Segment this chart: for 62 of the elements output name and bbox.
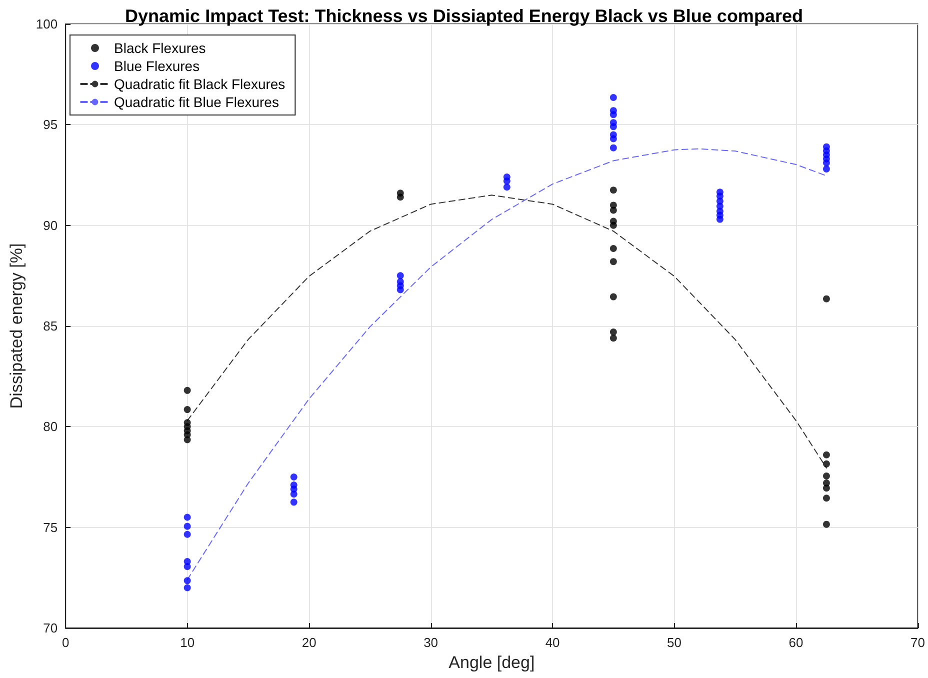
point xyxy=(184,584,191,592)
point xyxy=(503,178,510,185)
point xyxy=(610,123,617,130)
y-tick-label: 90 xyxy=(43,218,58,233)
y-tick-label: 75 xyxy=(43,520,58,535)
x-tick-label: 10 xyxy=(180,635,195,650)
point xyxy=(822,165,830,172)
y-tick-label: 95 xyxy=(43,117,58,132)
point xyxy=(716,216,724,223)
point xyxy=(184,406,191,414)
point xyxy=(184,530,191,538)
x-tick-label: 20 xyxy=(302,635,316,650)
point xyxy=(184,514,191,521)
point xyxy=(610,222,617,229)
point xyxy=(822,159,830,166)
x-tick-label: 30 xyxy=(424,635,438,650)
y-tick-label: 80 xyxy=(43,419,58,434)
legend-label: Blue Flexures xyxy=(114,58,200,74)
legend-label: Quadratic fit Black Flexures xyxy=(114,76,286,92)
y-tick-label: 100 xyxy=(36,16,58,32)
y-tick-label: 85 xyxy=(43,318,58,334)
point xyxy=(396,286,404,294)
point xyxy=(610,293,617,300)
x-tick-label: 70 xyxy=(910,635,926,650)
point xyxy=(610,244,617,252)
y-tick-label: 70 xyxy=(43,620,58,636)
point xyxy=(610,135,617,142)
point xyxy=(610,258,617,266)
point xyxy=(610,334,617,342)
legend-label: Quadratic fit Blue Flexures xyxy=(114,94,279,110)
chart-title: Dynamic Impact Test: Thickness vs Dissiapted Energy Black vs Blue compared xyxy=(125,6,803,26)
x-tick-label: 60 xyxy=(788,635,804,650)
point xyxy=(184,436,191,444)
point xyxy=(396,194,404,201)
point xyxy=(822,472,830,480)
x-tick-label: 50 xyxy=(667,635,682,650)
point xyxy=(610,186,617,194)
x-tick-label: 40 xyxy=(545,635,560,650)
point xyxy=(822,460,830,468)
legend-label: Black Flexures xyxy=(114,40,206,56)
point xyxy=(290,498,298,506)
point xyxy=(822,494,830,502)
point xyxy=(290,474,298,480)
point xyxy=(503,184,510,191)
point xyxy=(822,451,830,458)
point xyxy=(184,577,191,584)
point xyxy=(396,272,404,280)
point xyxy=(184,563,191,570)
point xyxy=(290,490,298,498)
point xyxy=(610,206,617,214)
point xyxy=(184,522,191,530)
y-axis-title: Dissipated energy [%] xyxy=(7,243,26,409)
x-axis-title: Angle [deg] xyxy=(448,652,535,672)
point xyxy=(184,386,191,394)
point xyxy=(822,295,830,302)
point xyxy=(610,144,617,152)
point xyxy=(610,94,617,101)
point xyxy=(822,484,830,492)
point xyxy=(822,520,830,528)
x-tick-label: 0 xyxy=(62,635,70,650)
point xyxy=(610,328,617,336)
point xyxy=(610,111,617,118)
